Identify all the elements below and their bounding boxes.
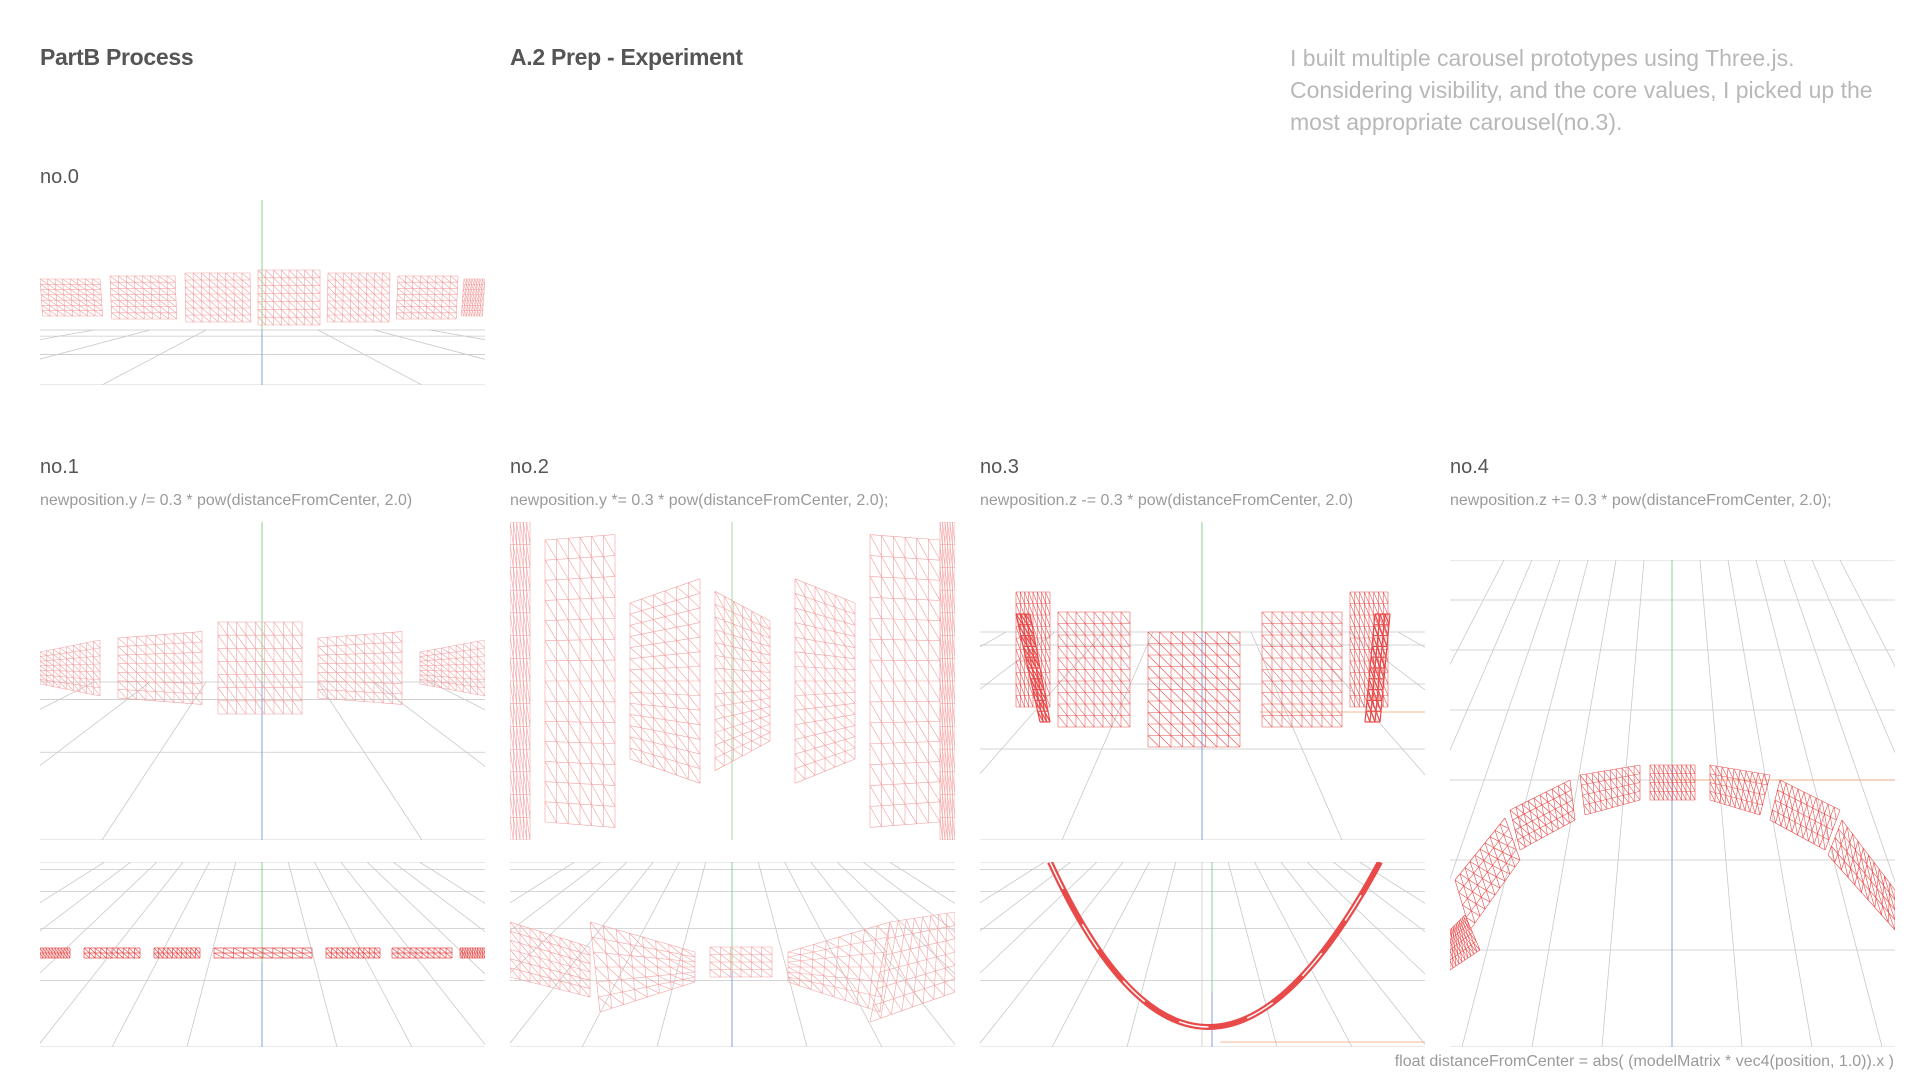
viewport-no2-top	[510, 862, 955, 1047]
viewport-no4	[1450, 560, 1895, 1047]
formula-no4: newposition.z += 0.3 * pow(distanceFromC…	[1450, 492, 1832, 509]
intro-text: I built multiple carousel prototypes usi…	[1290, 45, 1873, 135]
viewport-no2-front	[510, 522, 955, 840]
prototype-label-1: no.1	[40, 456, 79, 478]
footer-note: float distanceFromCenter = abs( (modelMa…	[1394, 1053, 1894, 1070]
formula-no3: newposition.z -= 0.3 * pow(distanceFromC…	[980, 492, 1354, 509]
formula-no1: newposition.y /= 0.3 * pow(distanceFromC…	[40, 492, 413, 509]
viewport-no0-front	[40, 200, 485, 385]
formula-no2: newposition.y *= 0.3 * pow(distanceFromC…	[510, 492, 889, 509]
viewport-no3-front	[980, 522, 1425, 840]
part-title: PartB Process	[40, 44, 194, 70]
viewport-no3-top	[980, 862, 1425, 1047]
prototype-label-3: no.3	[980, 456, 1019, 478]
viewport-no1-front	[40, 522, 485, 840]
section-title: A.2 Prep - Experiment	[510, 44, 743, 70]
prototype-label-2: no.2	[510, 456, 549, 478]
prototype-label-4: no.4	[1450, 456, 1489, 478]
prototype-label-0: no.0	[40, 166, 79, 188]
viewport-no1-top	[40, 862, 485, 1047]
